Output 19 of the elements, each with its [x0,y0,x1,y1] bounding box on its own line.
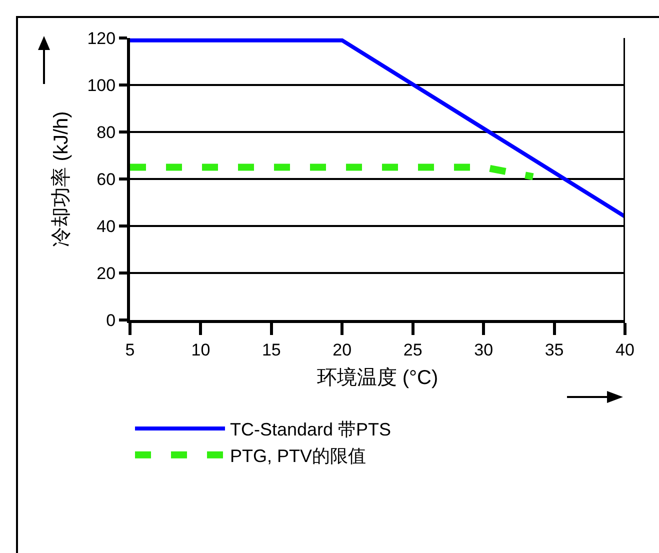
x-axis-title: 环境温度 (°C) [316,366,438,389]
x-tick-label: 15 [262,340,281,360]
x-tick-label: 5 [125,340,135,360]
legend-label: TC-Standard 带PTS [230,419,392,440]
y-tick-label: 40 [96,216,116,236]
y-tick-label: 120 [87,28,116,48]
y-tick-label: 80 [96,122,116,142]
legend-label: PTG, PTV的限值 [230,446,366,466]
y-tick-label: 20 [96,264,116,283]
y-axis-title: 冷却功率 (kJ/h) [50,111,73,247]
x-tick-label: 35 [544,340,564,360]
y-tick-label: 60 [96,170,116,189]
x-tick-label: 20 [332,340,352,360]
y-tick-label: 100 [87,76,116,95]
y-tick-label: 0 [106,310,116,330]
x-tick-label: 40 [616,340,634,360]
x-tick-label: 25 [403,340,422,360]
x-tick-label: 30 [474,340,494,360]
x-tick-label: 10 [191,340,210,360]
